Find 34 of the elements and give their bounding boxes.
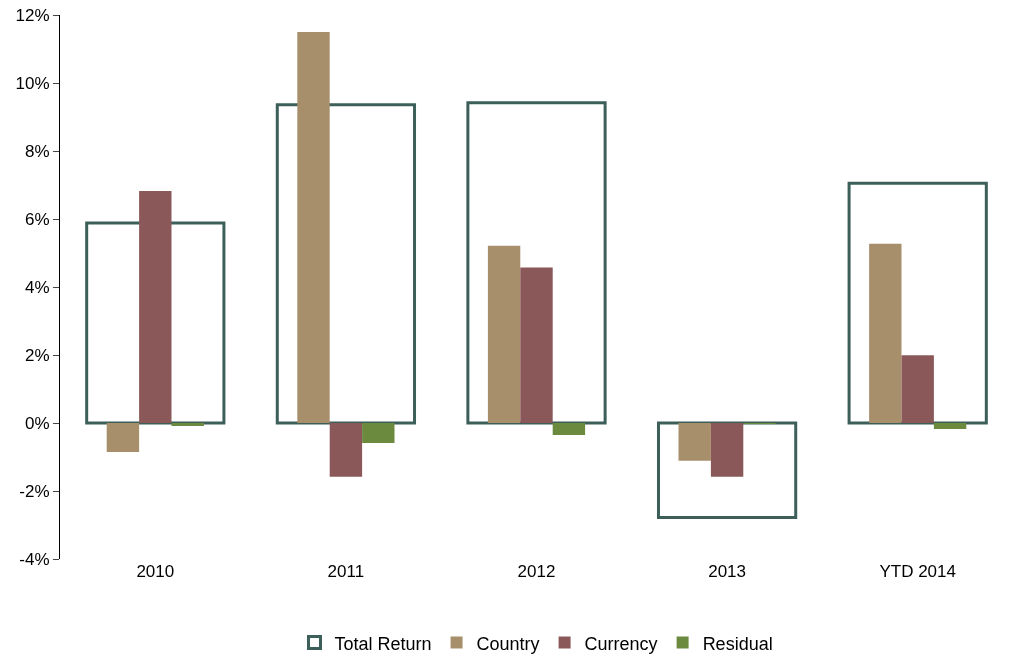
x-tick-label: YTD 2014 (879, 562, 956, 581)
y-tick-label: 8% (25, 141, 50, 161)
bar (552, 423, 586, 435)
y-tick-label: 6% (25, 209, 50, 229)
y-tick-label: -4% (19, 549, 50, 569)
x-tick-label: 2012 (517, 562, 556, 581)
x-tick-label: 2013 (708, 562, 747, 581)
x-tick-label: 2010 (136, 562, 175, 581)
bar (171, 423, 204, 427)
legend-label: Residual (702, 633, 773, 654)
x-tick-label: 2011 (327, 562, 365, 581)
y-tick-label: 10% (15, 73, 50, 93)
bar (901, 355, 934, 423)
y-tick-label: 12% (15, 5, 50, 25)
bar (678, 423, 711, 461)
legend-label: Total Return (334, 633, 432, 654)
bar (466, 101, 607, 425)
bar (362, 423, 395, 444)
bar (847, 181, 988, 425)
bar (869, 243, 902, 423)
y-tick-label: 4% (25, 277, 50, 297)
bar (297, 32, 330, 423)
y-tick-label: 2% (25, 345, 50, 365)
bar (139, 191, 172, 423)
y-tick-label: -2% (19, 481, 50, 501)
bar (520, 267, 553, 423)
bar (106, 423, 140, 452)
bar (487, 245, 521, 423)
legend-label: Country (476, 633, 540, 654)
bar (933, 423, 967, 430)
bar (329, 423, 363, 477)
legend-label: Currency (584, 633, 658, 654)
bar (710, 423, 744, 477)
y-tick-label: 0% (25, 413, 50, 433)
